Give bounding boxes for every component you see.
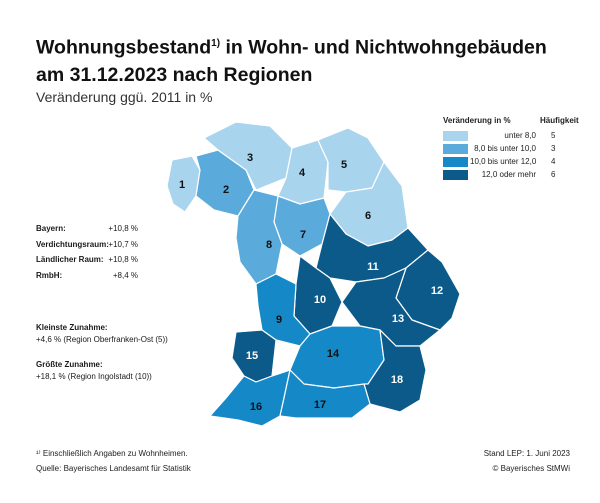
stat-label-bayern: Bayern:	[36, 224, 66, 233]
legend-row: 10,0 bis unter 12,0 4	[443, 156, 591, 169]
region-label-14: 14	[327, 348, 340, 360]
legend: Veränderung in % Häufigkeit unter 8,0 5 …	[443, 116, 591, 182]
region-label-1: 1	[179, 179, 185, 191]
legend-count-2: 3	[551, 144, 556, 153]
stat-label-laendlicher-raum: Ländlicher Raum:	[36, 255, 104, 264]
legend-label-4: 12,0 oder mehr	[481, 170, 536, 179]
title-main: Wohnungsbestand	[36, 36, 212, 59]
legend-count-3: 4	[551, 157, 556, 166]
region-13	[341, 267, 441, 347]
title-line2: am 31.12.2023 nach Regionen	[36, 63, 313, 86]
largest-increase-note: Größte Zunahme: +18,1 % (Region Ingolsta…	[36, 359, 152, 383]
legend-count-1: 5	[551, 131, 556, 140]
region-label-6: 6	[365, 210, 371, 222]
title-footnote-mark: 1)	[211, 38, 221, 49]
region-label-3: 3	[247, 152, 253, 164]
stat-value-laendlicher-raum: +10,8 %	[108, 255, 138, 264]
stat-label-verdichtungsraum: Verdichtungsraum:	[36, 239, 109, 249]
region-label-10: 10	[314, 294, 326, 306]
region-label-15: 15	[246, 350, 258, 362]
region-16	[209, 369, 291, 427]
stat-value-verdichtungsraum: +10,7 %	[108, 239, 138, 249]
legend-swatch-1	[443, 131, 468, 141]
legend-swatch-3	[443, 157, 468, 167]
region-18	[363, 329, 427, 413]
region-label-17: 17	[314, 399, 326, 411]
source: Quelle: Bayerisches Landesamt für Statis…	[36, 464, 191, 473]
region-1	[166, 155, 201, 213]
legend-swatch-2	[443, 144, 468, 154]
region-label-18: 18	[391, 374, 403, 386]
map-title: Wohnungsbestand1) in Wohn- und Nichtwohn…	[36, 30, 576, 89]
smallest-increase-text: +4,6 % (Region Oberfranken-Ost (5))	[36, 335, 168, 344]
region-label-5: 5	[341, 159, 347, 171]
largest-increase-text: +18,1 % (Region Ingolstadt (10))	[36, 372, 152, 381]
region-label-4: 4	[299, 167, 306, 179]
stat-value-bayern: +10,8 %	[108, 224, 138, 233]
title-rest: in Wohn- und Nichtwohngebäuden	[220, 36, 547, 59]
legend-row: unter 8,0 5	[443, 130, 591, 143]
stand-date: Stand LEP: 1. Juni 2023	[483, 449, 570, 458]
region-label-2: 2	[223, 184, 229, 196]
legend-row: 8,0 bis unter 10,0 3	[443, 143, 591, 156]
legend-count-4: 6	[551, 170, 556, 179]
legend-label-3: 10,0 bis unter 12,0	[470, 157, 537, 166]
footnote: ¹⁾ Einschließlich Angaben zu Wohnheimen.	[36, 449, 188, 458]
legend-label-1: unter 8,0	[504, 131, 536, 140]
legend-header-frequency: Häufigkeit	[540, 116, 579, 125]
region-label-7: 7	[300, 229, 306, 241]
region-label-11: 11	[367, 261, 379, 273]
map-subtitle: Veränderung ggü. 2011 in %	[36, 89, 213, 105]
region-8	[235, 189, 283, 285]
stat-value-rmbh: +8,4 %	[112, 270, 138, 280]
legend-label-2: 8,0 bis unter 10,0	[474, 144, 536, 153]
smallest-increase-note: Kleinste Zunahme: +4,6 % (Region Oberfra…	[36, 322, 168, 346]
region-label-9: 9	[276, 314, 282, 326]
largest-increase-heading: Größte Zunahme:	[36, 360, 103, 369]
region-17	[279, 369, 371, 419]
region-label-16: 16	[250, 401, 262, 413]
copyright: © Bayerisches StMWi	[492, 464, 570, 473]
region-label-12: 12	[431, 285, 443, 297]
smallest-increase-heading: Kleinste Zunahme:	[36, 323, 108, 332]
region-label-8: 8	[266, 239, 272, 251]
legend-swatch-4	[443, 170, 468, 180]
stat-label-rmbh: RmbH:	[36, 270, 63, 280]
region-label-13: 13	[392, 313, 404, 325]
legend-header-change: Veränderung in %	[443, 116, 511, 125]
summary-stats: Bayern: +10,8 % Verdichtungsraum: +10,7 % …	[36, 224, 146, 286]
legend-row: 12,0 oder mehr 6	[443, 169, 591, 182]
